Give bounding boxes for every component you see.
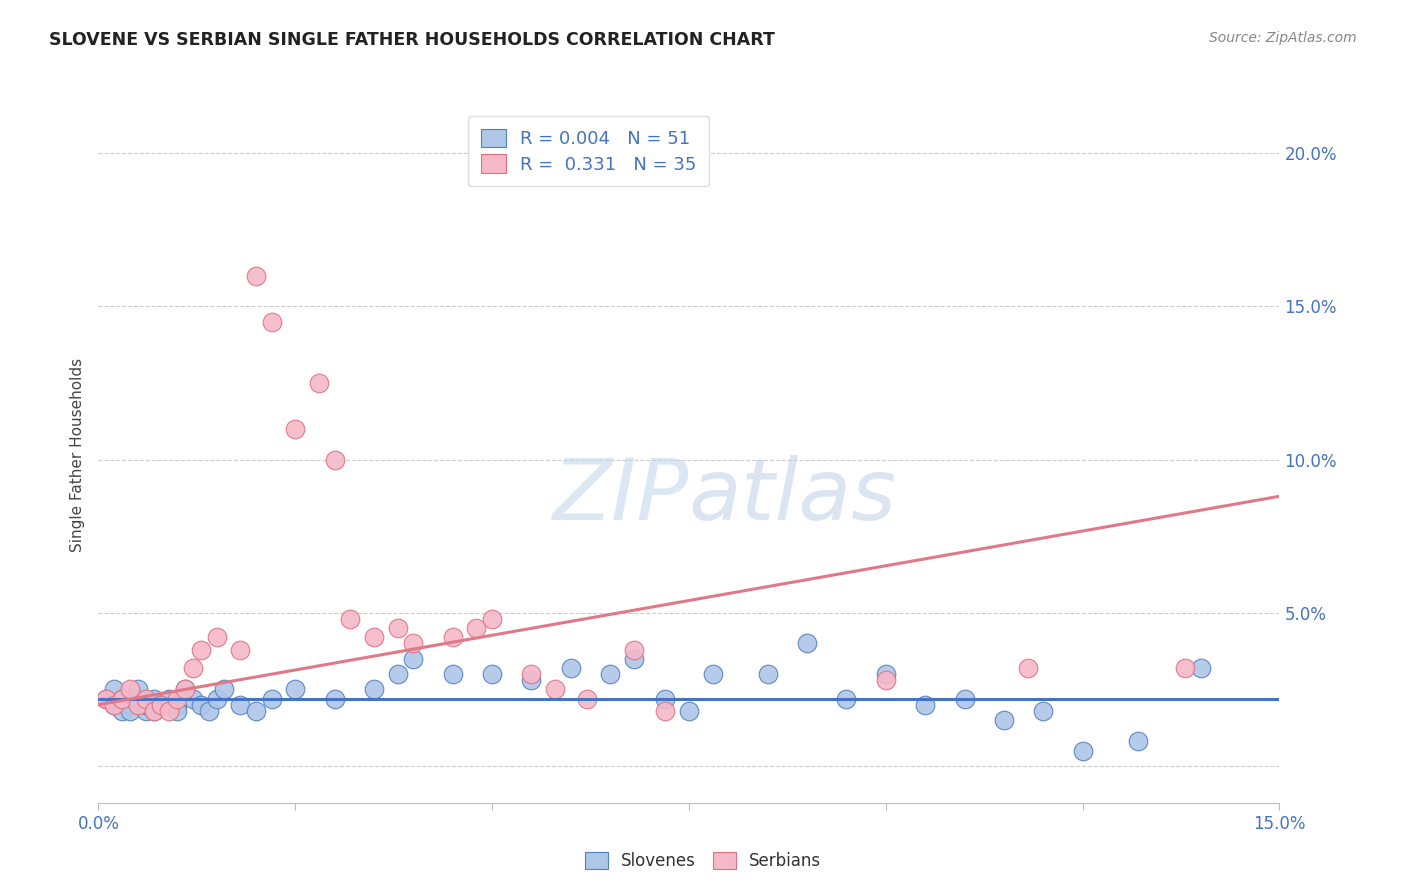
Point [157,704,180,718]
Point [1126,734,1149,748]
Point [402,636,425,650]
Legend: Slovenes, Serbians: Slovenes, Serbians [578,845,828,877]
Point [111,704,134,718]
Point [127,682,149,697]
Point [197,704,219,718]
Point [103,698,125,712]
Point [190,698,212,712]
Point [245,268,267,283]
Point [214,682,236,697]
Point [190,642,212,657]
Point [150,698,173,712]
Point [387,667,409,681]
Point [875,673,897,688]
Point [623,652,645,666]
Point [157,691,180,706]
Point [135,698,157,712]
Point [181,691,204,706]
Point [654,704,676,718]
Point [339,612,361,626]
Point [229,642,252,657]
Point [229,698,252,712]
Point [127,691,149,706]
Point [284,682,307,697]
Point [111,691,134,706]
Point [481,667,503,681]
Point [118,682,141,697]
Legend: R = 0.004   N = 51, R =  0.331   N = 35: R = 0.004 N = 51, R = 0.331 N = 35 [468,116,709,186]
Point [441,667,464,681]
Point [1017,661,1039,675]
Point [111,691,134,706]
Text: Source: ZipAtlas.com: Source: ZipAtlas.com [1209,31,1357,45]
Point [284,422,307,436]
Point [166,698,188,712]
Point [623,642,645,657]
Point [181,661,204,675]
Point [174,682,197,697]
Point [875,667,897,681]
Point [702,667,724,681]
Point [127,698,149,712]
Point [835,691,858,706]
Point [323,452,346,467]
Point [118,704,141,718]
Point [323,691,346,706]
Point [260,315,283,329]
Point [205,691,228,706]
Point [1032,704,1054,718]
Point [520,673,543,688]
Point [363,682,385,697]
Point [520,667,543,681]
Point [441,630,464,644]
Point [103,698,125,712]
Point [678,704,700,718]
Point [135,704,157,718]
Point [142,704,165,718]
Point [135,691,157,706]
Point [260,691,283,706]
Point [174,682,197,697]
Point [387,621,409,635]
Point [1189,661,1212,675]
Point [654,691,676,706]
Point [1174,661,1197,675]
Y-axis label: Single Father Households: Single Father Households [70,358,86,552]
Point [756,667,779,681]
Point [599,667,621,681]
Point [166,691,188,706]
Point [308,376,330,390]
Point [465,621,488,635]
Point [96,691,118,706]
Point [96,691,118,706]
Point [205,630,228,644]
Point [560,661,582,675]
Point [118,698,141,712]
Point [402,652,425,666]
Text: atlas: atlas [689,455,897,538]
Point [481,612,503,626]
Point [245,704,267,718]
Point [544,682,567,697]
Point [953,691,976,706]
Point [1071,744,1094,758]
Point [142,691,165,706]
Point [166,704,188,718]
Point [103,682,125,697]
Text: ZIP: ZIP [553,455,689,538]
Point [914,698,936,712]
Text: SLOVENE VS SERBIAN SINGLE FATHER HOUSEHOLDS CORRELATION CHART: SLOVENE VS SERBIAN SINGLE FATHER HOUSEHO… [49,31,775,49]
Point [993,713,1015,727]
Point [142,704,165,718]
Point [575,691,598,706]
Point [796,636,818,650]
Point [363,630,385,644]
Point [150,698,173,712]
